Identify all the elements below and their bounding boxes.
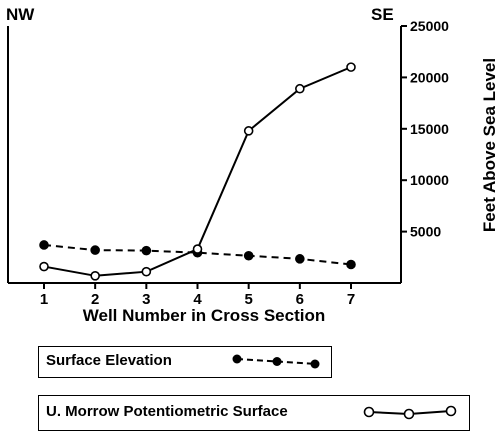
y-axis-label: Feet Above Sea Level <box>480 58 499 232</box>
morrow-surface-point <box>243 126 254 136</box>
morrow-surface-point <box>90 271 100 281</box>
x-axis-label: Well Number in Cross Section <box>83 306 325 325</box>
x-tick-label: 7 <box>347 291 355 308</box>
surface-elevation-point <box>346 259 356 270</box>
legend-surface-elevation-swatch <box>232 354 320 369</box>
y-tick-label: 10000 <box>410 172 449 188</box>
axes: 1 2 3 4 5 6 7 5000 10000 15000 20000 25000 <box>7 18 449 308</box>
legend-surface-elevation-label: Surface Elevation <box>46 352 172 369</box>
x-tick-label: 5 <box>244 291 252 308</box>
y-tick-label: 15000 <box>410 121 449 137</box>
y-tick-label: 5000 <box>410 224 441 240</box>
surface-elevation-point <box>39 240 49 250</box>
legend-morrow-surface: U. Morrow Potentiometric Surface <box>38 395 470 431</box>
surface-elevation-point <box>295 254 305 264</box>
surface-elevation-point <box>90 245 100 255</box>
x-tick-label: 2 <box>91 291 99 308</box>
morrow-surface-point <box>346 62 356 72</box>
y-tick-label: 25000 <box>410 18 449 34</box>
series-layer <box>39 62 356 281</box>
morrow-surface-point <box>295 83 305 94</box>
morrow-surface-point <box>192 244 203 254</box>
x-tick-label: 3 <box>142 291 150 308</box>
morrow-surface-point <box>39 261 49 272</box>
se-direction-label: SE <box>371 5 394 24</box>
x-tick-label: 1 <box>40 291 48 308</box>
nw-direction-label: NW <box>6 5 35 24</box>
legend-surface-elevation: Surface Elevation <box>38 346 332 378</box>
chart-canvas: 1 2 3 4 5 6 7 5000 10000 15000 20000 25000 Well Num… <box>7 18 499 325</box>
surface-elevation-point <box>243 250 254 261</box>
morrow-surface-point <box>141 266 152 277</box>
surface-elevation-point <box>141 245 152 256</box>
x-tick-label: 6 <box>296 291 304 308</box>
legend-morrow-surface-swatch <box>363 405 457 420</box>
legend-morrow-surface-label: U. Morrow Potentiometric Surface <box>46 403 288 420</box>
x-tick-label: 4 <box>193 291 202 308</box>
y-tick-label: 20000 <box>410 69 449 85</box>
